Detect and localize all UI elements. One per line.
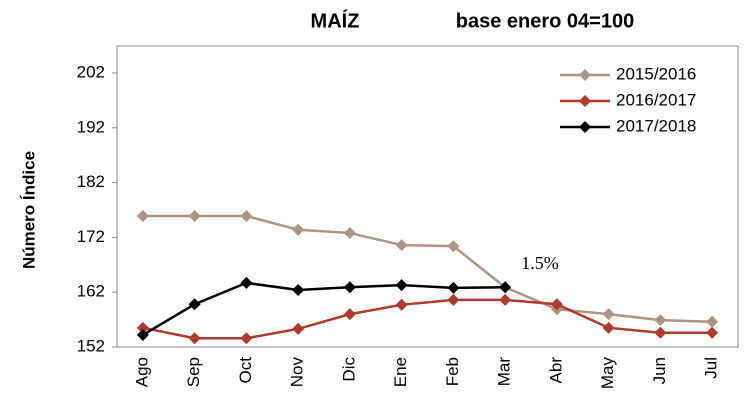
- legend-label: 2017/2018: [616, 116, 696, 135]
- marker: [240, 210, 253, 223]
- marker: [343, 227, 356, 240]
- x-tick-label: Jun: [650, 357, 669, 384]
- marker: [395, 279, 408, 292]
- series-line: [142, 281, 506, 337]
- y-tick-label: 202: [77, 62, 105, 81]
- series-line: [142, 214, 713, 324]
- x-tick-label: Ene: [391, 357, 410, 387]
- marker: [292, 322, 305, 335]
- x-tick-label: Oct: [236, 357, 255, 384]
- y-tick-label: 192: [77, 117, 105, 136]
- y-tick-label: 152: [77, 336, 105, 355]
- x-tick-label: Sep: [184, 357, 203, 387]
- y-tick-label: 162: [77, 282, 105, 301]
- chart-title: MAÍZ: [311, 9, 360, 32]
- marker: [602, 308, 615, 321]
- x-tick-label: Dic: [339, 357, 358, 382]
- x-tick-label: May: [598, 357, 617, 390]
- marker: [343, 281, 356, 294]
- marker: [654, 314, 667, 327]
- marker: [579, 95, 591, 107]
- marker: [292, 223, 305, 236]
- marker: [188, 332, 201, 345]
- y-axis-label: Número Índice: [19, 151, 38, 269]
- marker: [499, 281, 512, 294]
- marker: [136, 328, 149, 341]
- marker: [292, 284, 305, 297]
- marker: [136, 321, 149, 334]
- marker: [447, 240, 460, 253]
- y-tick-label: 172: [77, 227, 105, 246]
- legend-label: 2015/2016: [616, 64, 696, 83]
- marker: [499, 293, 512, 306]
- legend-label: 2016/2017: [616, 90, 696, 109]
- marker: [706, 326, 719, 339]
- chart-subtitle: base enero 04=100: [456, 10, 634, 32]
- annotation: 1.5%: [521, 253, 559, 273]
- marker: [136, 210, 149, 223]
- marker: [706, 315, 719, 328]
- plot-area: [116, 45, 739, 348]
- marker: [447, 281, 460, 294]
- marker: [654, 326, 667, 339]
- marker: [550, 298, 563, 311]
- marker: [188, 210, 201, 223]
- x-tick-label: Mar: [495, 357, 514, 387]
- y-tick-label: 182: [77, 172, 105, 191]
- x-tick-label: Ago: [132, 357, 151, 387]
- marker: [395, 298, 408, 311]
- x-tick-label: Abr: [546, 357, 565, 384]
- marker: [579, 121, 591, 133]
- x-tick-label: Jul: [702, 357, 721, 379]
- marker: [395, 239, 408, 252]
- marker: [602, 321, 615, 334]
- marker: [188, 298, 201, 311]
- marker: [579, 69, 591, 81]
- x-tick-label: Feb: [443, 357, 462, 386]
- marker: [447, 293, 460, 306]
- series-line: [142, 298, 713, 340]
- marker: [343, 308, 356, 321]
- marker: [240, 332, 253, 345]
- marker: [240, 276, 253, 289]
- x-tick-label: Nov: [288, 357, 307, 388]
